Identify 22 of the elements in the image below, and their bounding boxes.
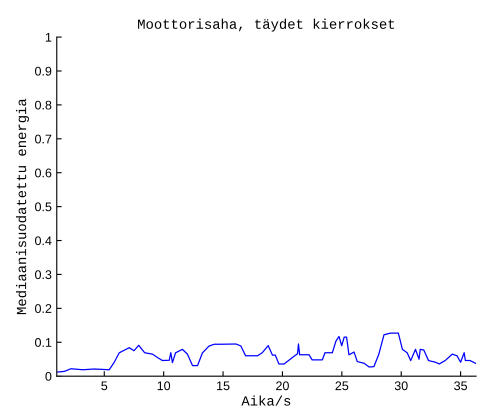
- y-tick-label: 0.4: [35, 236, 52, 246]
- y-tick-label: 0.5: [35, 202, 52, 212]
- x-tick-label: 35: [454, 381, 468, 390]
- x-tick-label: 30: [394, 381, 408, 390]
- y-tick-label: 1: [46, 33, 52, 42]
- chart-title: Moottorisaha, täydet kierrokset: [138, 18, 394, 32]
- x-tick-label: 15: [217, 381, 230, 390]
- y-tick-label: 0.6: [35, 168, 52, 178]
- x-tick-label: 20: [276, 381, 289, 390]
- y-tick-label: 0.1: [35, 338, 52, 347]
- line-series: [56, 332, 476, 373]
- y-tick-label: 0: [45, 372, 52, 381]
- y-tick-label: 0.3: [35, 270, 52, 280]
- y-tick-label: 0.9: [35, 66, 52, 76]
- y-tick-label: 0.2: [35, 304, 52, 313]
- y-tick-label: 0.7: [35, 134, 52, 144]
- x-tick-label: 10: [158, 381, 170, 390]
- x-axis-title: Aika/s: [241, 395, 290, 406]
- x-tick-label: 5: [101, 381, 108, 390]
- y-axis-title: Mediaanisuodatettu energia: [16, 98, 29, 314]
- x-tick-label: 25: [336, 381, 348, 390]
- y-tick-label: 0.8: [35, 100, 52, 110]
